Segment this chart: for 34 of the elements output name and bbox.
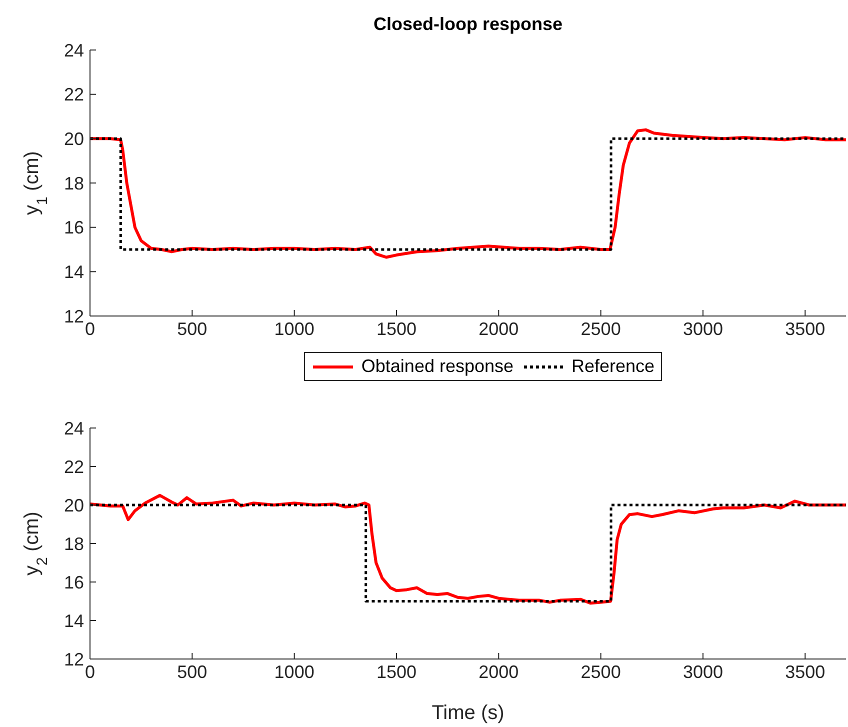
x-axis-title: Time (s) bbox=[432, 702, 504, 724]
x-tick-label: 1000 bbox=[274, 318, 314, 339]
y-tick-label: 20 bbox=[64, 129, 84, 150]
x-tick-label: 1500 bbox=[376, 662, 417, 682]
x-tick-label: 2000 bbox=[478, 318, 519, 339]
x-tick-label: 3000 bbox=[682, 662, 723, 682]
y-tick-label: 12 bbox=[64, 649, 84, 670]
y-tick-label: 24 bbox=[64, 418, 84, 438]
x-tick-label: 3500 bbox=[785, 318, 826, 339]
legend-label: Obtained response bbox=[361, 356, 514, 377]
y-tick-label: 22 bbox=[64, 456, 84, 477]
x-tick-label: 0 bbox=[84, 662, 96, 682]
x-tick-label: 3500 bbox=[785, 662, 826, 682]
y-tick-label: 24 bbox=[64, 40, 84, 60]
y-tick-label: 18 bbox=[64, 534, 84, 554]
y-tick-label: 22 bbox=[64, 84, 84, 105]
y-tick-label: 14 bbox=[64, 610, 84, 631]
x-tick-label: 500 bbox=[177, 318, 208, 339]
y-tick-label: 16 bbox=[64, 218, 84, 238]
x-tick-label: 1500 bbox=[376, 318, 417, 339]
y-tick-label: 18 bbox=[64, 173, 84, 194]
x-tick-label: 1000 bbox=[274, 662, 314, 682]
x-tick-label: 3000 bbox=[682, 318, 723, 339]
chart-title: Closed-loop response bbox=[373, 14, 563, 34]
x-tick-label: 2500 bbox=[580, 662, 621, 682]
x-tick-label: 0 bbox=[84, 318, 96, 339]
x-tick-label: 2500 bbox=[580, 318, 621, 339]
legend-label: Reference bbox=[572, 356, 655, 377]
y-tick-label: 14 bbox=[64, 262, 84, 282]
x-tick-label: 500 bbox=[177, 662, 208, 682]
y-tick-label: 20 bbox=[64, 495, 84, 516]
y-tick-label: 12 bbox=[64, 306, 84, 326]
y-tick-label: 16 bbox=[64, 572, 84, 592]
x-tick-label: 2000 bbox=[478, 662, 519, 682]
